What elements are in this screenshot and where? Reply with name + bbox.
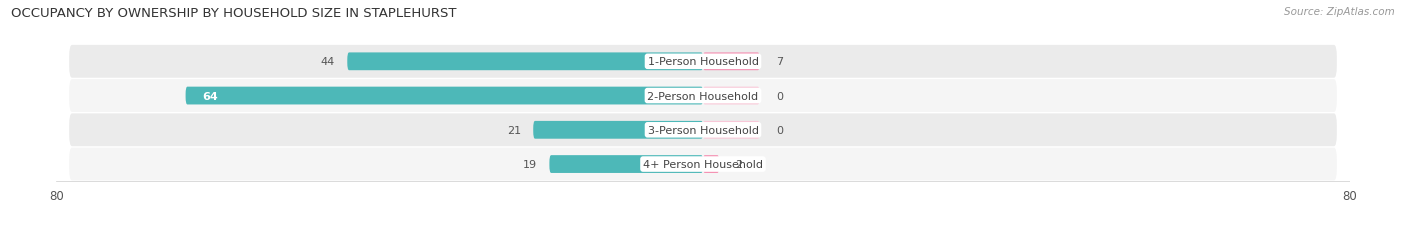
Text: 0: 0 bbox=[776, 125, 783, 135]
FancyBboxPatch shape bbox=[69, 114, 1337, 147]
Text: 21: 21 bbox=[508, 125, 522, 135]
Text: 19: 19 bbox=[523, 159, 537, 169]
Text: 64: 64 bbox=[202, 91, 218, 101]
FancyBboxPatch shape bbox=[69, 80, 1337, 112]
FancyBboxPatch shape bbox=[703, 53, 759, 71]
FancyBboxPatch shape bbox=[533, 121, 703, 139]
FancyBboxPatch shape bbox=[703, 121, 759, 139]
FancyBboxPatch shape bbox=[69, 46, 1337, 78]
Text: 0: 0 bbox=[776, 91, 783, 101]
FancyBboxPatch shape bbox=[703, 155, 720, 173]
Text: OCCUPANCY BY OWNERSHIP BY HOUSEHOLD SIZE IN STAPLEHURST: OCCUPANCY BY OWNERSHIP BY HOUSEHOLD SIZE… bbox=[11, 7, 457, 20]
Text: Source: ZipAtlas.com: Source: ZipAtlas.com bbox=[1284, 7, 1395, 17]
Text: 7: 7 bbox=[776, 57, 783, 67]
Text: 3-Person Household: 3-Person Household bbox=[648, 125, 758, 135]
Text: 2-Person Household: 2-Person Household bbox=[647, 91, 759, 101]
Text: 44: 44 bbox=[321, 57, 335, 67]
Text: 4+ Person Household: 4+ Person Household bbox=[643, 159, 763, 169]
FancyBboxPatch shape bbox=[703, 87, 759, 105]
FancyBboxPatch shape bbox=[186, 87, 703, 105]
Text: 2: 2 bbox=[735, 159, 742, 169]
FancyBboxPatch shape bbox=[550, 155, 703, 173]
FancyBboxPatch shape bbox=[347, 53, 703, 71]
Text: 1-Person Household: 1-Person Household bbox=[648, 57, 758, 67]
FancyBboxPatch shape bbox=[69, 148, 1337, 181]
